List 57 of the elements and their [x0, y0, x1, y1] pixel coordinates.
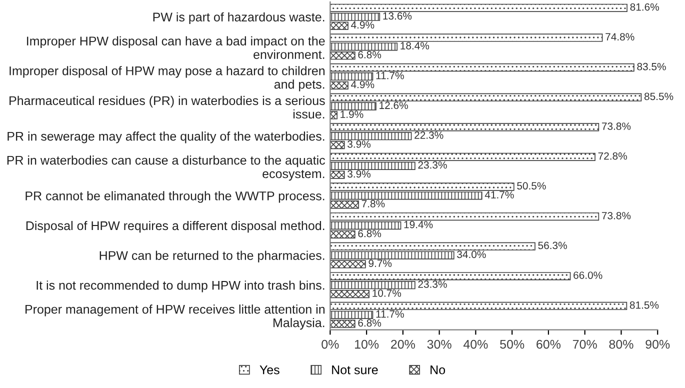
x-tick-label: 80% — [609, 340, 634, 349]
data-label: 81.6% — [630, 3, 659, 11]
data-label: 83.5% — [637, 62, 666, 70]
data-label: 22.3% — [414, 131, 444, 139]
data-label: 19.4% — [404, 220, 433, 228]
data-label: 9.7% — [368, 260, 392, 268]
data-label: 11.7% — [376, 72, 404, 80]
x-tick-label: 60% — [536, 340, 561, 349]
data-label: 23.3% — [418, 161, 447, 169]
legend-label: Not sure — [332, 366, 378, 374]
data-label: 11.7% — [376, 310, 404, 318]
data-label: 23.3% — [418, 280, 447, 288]
x-tick-label: 90% — [646, 340, 670, 349]
data-label: 41.7% — [484, 191, 514, 198]
data-label: 72.8% — [598, 152, 627, 160]
data-label: 81.5% — [630, 301, 659, 309]
data-label: 4.9% — [351, 80, 374, 88]
y-tick-label: Disposal of HPW requires a different disposal method. — [26, 220, 324, 233]
y-tick-label: PR in sewerage may affect the quality of the waterbodies. — [8, 132, 324, 144]
y-tick-label: PR cannot be elimanated through the WWTP process. — [26, 191, 324, 203]
data-label: 13.6% — [383, 12, 412, 20]
data-label: 66.0% — [574, 272, 602, 279]
data-label: 50.5% — [517, 182, 546, 190]
y-tick-label: Pharmaceutical residues (PR) in waterbodies is a serious issue. — [10, 96, 325, 119]
data-label: 12.6% — [380, 102, 408, 110]
y-tick-label: It is not recommended to dump HPW into trash bins. — [36, 280, 324, 292]
y-tick-label: PR in waterbodies can cause a disturbance to the aquatic ecosystem. — [7, 156, 325, 181]
legend-label: No — [430, 366, 446, 374]
y-tick-label: Improper HPW disposal can have a bad impact on the environment. — [27, 36, 325, 59]
x-tick-label: 40% — [463, 340, 488, 349]
data-label: 85.5% — [644, 92, 674, 100]
x-tick-label: 70% — [572, 340, 597, 349]
data-label: 7.8% — [362, 200, 385, 208]
x-tick-label: 50% — [500, 340, 524, 349]
legend-label: Yes — [260, 366, 280, 374]
x-tick-label: 0% — [322, 340, 339, 349]
data-label: 1.9% — [340, 110, 364, 118]
data-label: 6.8% — [358, 319, 382, 327]
data-label: 4.9% — [351, 21, 374, 29]
data-label: 73.8% — [602, 212, 631, 220]
data-label: 56.3% — [538, 242, 567, 250]
x-tick-label: 20% — [391, 340, 415, 349]
x-tick-label: 30% — [427, 340, 452, 349]
data-label: 18.4% — [400, 42, 430, 50]
y-tick-label: Proper management of HPW receives little attention in Malaysia. — [26, 304, 325, 330]
data-label: 3.9% — [348, 140, 371, 148]
data-label: 74.8% — [606, 33, 634, 41]
data-label: 34.0% — [457, 250, 486, 258]
data-label: 73.8% — [602, 122, 631, 130]
data-label: 3.9% — [348, 170, 371, 178]
y-tick-label: HPW can be returned to the pharmacies. — [100, 250, 324, 262]
y-tick-label: Improper disposal of HPW may pose a hazard to children and pets. — [10, 66, 325, 92]
y-tick-label: PW is part of hazardous waste. — [153, 12, 324, 24]
data-label: 10.7% — [372, 289, 402, 297]
data-label: 6.8% — [358, 51, 382, 58]
x-tick-label: 10% — [354, 340, 379, 349]
data-label: 6.8% — [358, 230, 382, 238]
